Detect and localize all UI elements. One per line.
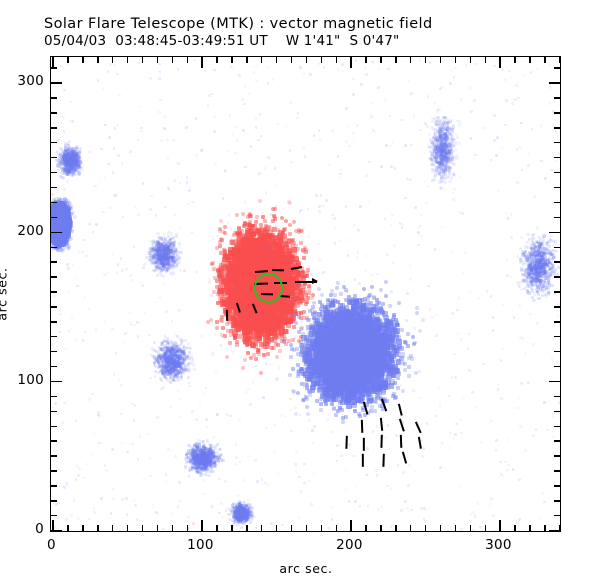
figure-subtitle: 05/04/03 03:48:45-03:49:51 UT W 1'41" S …: [44, 33, 400, 49]
figure-title-block: Solar Flare Telescope (MTK) : vector mag…: [44, 16, 584, 50]
plot-area: [50, 56, 561, 532]
page-title: Solar Flare Telescope (MTK) : vector mag…: [44, 16, 433, 32]
